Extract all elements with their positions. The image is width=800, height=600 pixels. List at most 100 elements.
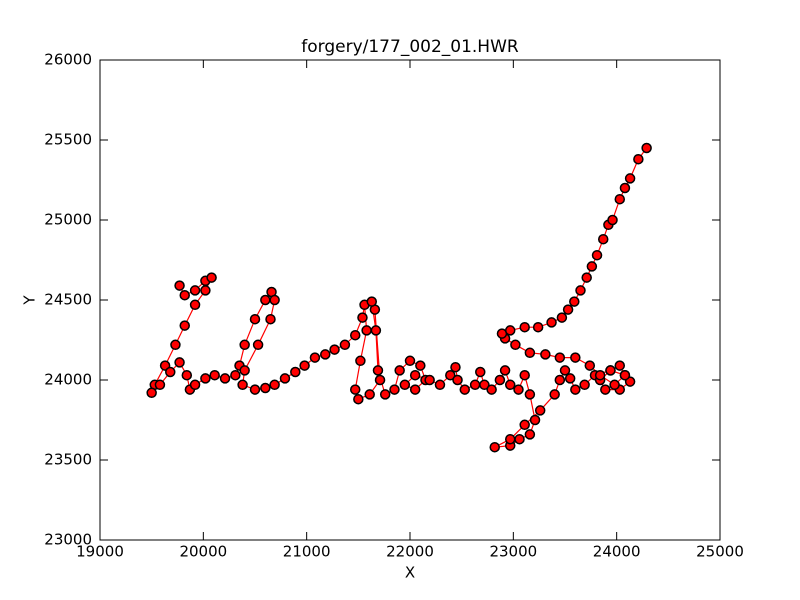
point <box>260 382 271 394</box>
point <box>519 321 530 333</box>
point <box>239 339 250 351</box>
point <box>479 379 490 391</box>
y-tick-label: 23500 <box>44 451 92 469</box>
point <box>532 321 544 333</box>
point <box>633 153 644 165</box>
point <box>209 369 220 381</box>
y-tick-label: 24000 <box>44 371 92 389</box>
point <box>575 285 586 296</box>
point <box>200 373 211 384</box>
point <box>524 347 536 359</box>
point <box>409 369 421 381</box>
point <box>570 352 581 363</box>
point <box>452 374 463 386</box>
point <box>174 280 185 291</box>
point <box>554 352 566 363</box>
point <box>357 312 368 323</box>
point <box>624 173 636 184</box>
point <box>364 389 375 400</box>
point <box>600 384 611 395</box>
point <box>174 357 185 368</box>
point <box>605 365 616 376</box>
point <box>206 272 217 283</box>
point <box>614 360 626 371</box>
point <box>200 285 211 296</box>
point <box>562 304 574 315</box>
point <box>404 355 416 367</box>
point <box>299 360 310 371</box>
point <box>459 384 471 395</box>
point <box>579 379 590 391</box>
point <box>399 379 411 391</box>
point <box>424 374 435 386</box>
point <box>619 369 631 381</box>
point <box>556 312 568 323</box>
point <box>349 329 361 341</box>
point <box>355 355 366 367</box>
point <box>409 384 421 395</box>
chart-title: forgery/177_002_01.HWR <box>301 37 519 57</box>
point <box>549 389 560 400</box>
point <box>504 379 516 391</box>
y-tick-label: 25500 <box>44 131 92 149</box>
point <box>320 349 331 360</box>
point <box>434 379 446 391</box>
point <box>534 405 546 416</box>
point <box>513 384 524 395</box>
point <box>252 339 264 351</box>
point <box>524 429 536 440</box>
point <box>239 365 250 376</box>
x-tick-label: 19000 <box>76 543 124 561</box>
point <box>540 349 551 360</box>
point <box>499 365 511 376</box>
point <box>179 289 190 301</box>
point <box>514 433 525 445</box>
point <box>559 365 571 376</box>
x-axis-label: X <box>405 564 415 582</box>
point <box>586 261 598 272</box>
point <box>450 361 461 373</box>
point <box>569 296 580 307</box>
point <box>339 339 351 351</box>
point <box>594 369 606 381</box>
point <box>519 419 530 431</box>
point <box>370 325 382 336</box>
point <box>519 369 530 381</box>
point <box>379 389 391 400</box>
point <box>614 193 626 205</box>
x-tick-label: 20000 <box>179 543 227 561</box>
point <box>309 352 321 363</box>
point <box>290 366 301 378</box>
point <box>265 313 276 325</box>
y-tick-label: 23000 <box>44 531 92 549</box>
point <box>619 182 631 194</box>
point <box>249 313 261 325</box>
point <box>353 393 364 405</box>
point <box>570 384 581 395</box>
point <box>591 249 603 261</box>
point <box>372 365 384 376</box>
point <box>394 365 405 376</box>
x-tick-label: 22000 <box>386 543 434 561</box>
point <box>154 379 166 391</box>
point <box>504 325 516 336</box>
point <box>597 233 609 245</box>
point <box>189 299 201 311</box>
point <box>475 366 486 378</box>
point <box>564 373 576 384</box>
point <box>389 384 400 395</box>
point <box>510 339 521 351</box>
point <box>260 294 271 306</box>
point <box>146 387 157 399</box>
point <box>504 433 516 445</box>
point <box>489 441 500 453</box>
y-tick-label: 26000 <box>44 51 92 69</box>
point <box>181 369 193 381</box>
point <box>415 360 426 371</box>
point <box>469 379 481 391</box>
point <box>249 384 261 395</box>
point <box>329 344 340 355</box>
point <box>445 369 456 381</box>
